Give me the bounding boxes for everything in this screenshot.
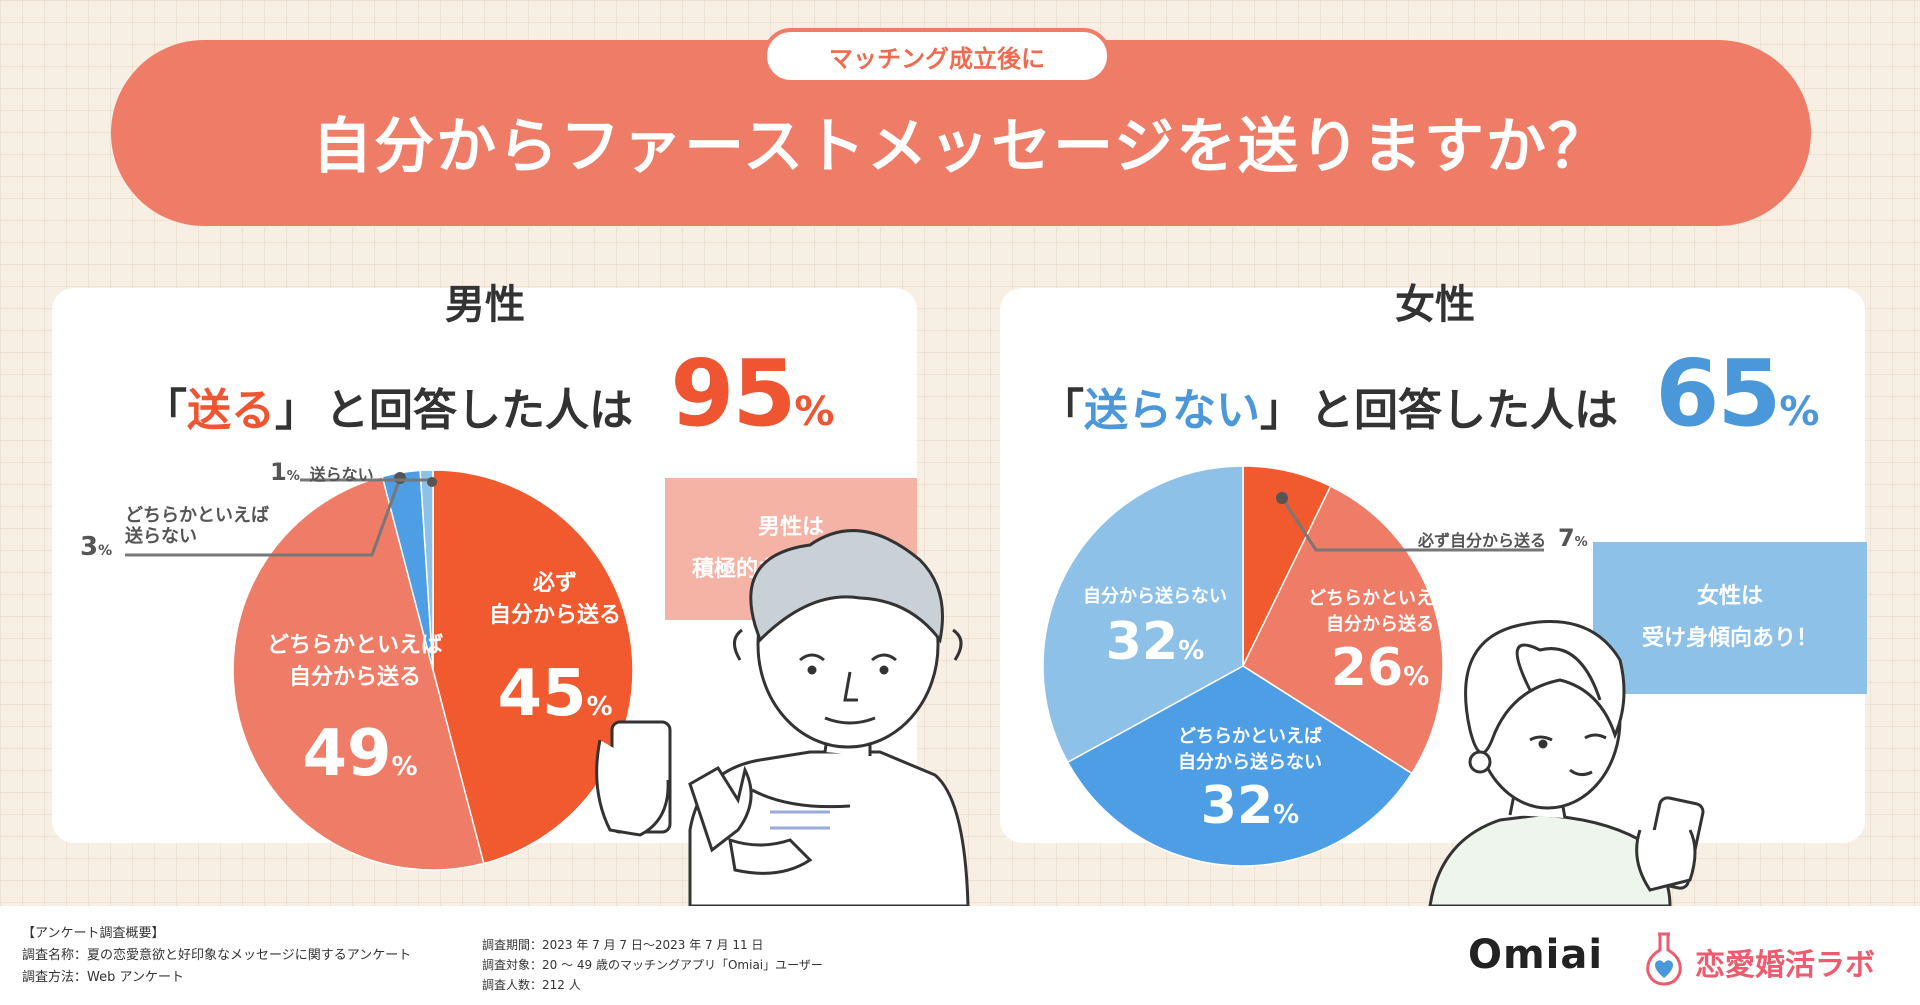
man-illustration	[595, 529, 970, 908]
men-key-word: 送る	[187, 385, 275, 436]
survey-name: 調査名称：夏の恋愛意欲と好印象なメッセージに関するアンケート	[22, 948, 412, 963]
label-line: 送らない	[125, 526, 197, 547]
unit: %	[1178, 636, 1205, 666]
label-line: どちらかといえば	[125, 505, 269, 526]
label-line: 必ず自分から送る	[1418, 531, 1547, 550]
men-value-always: 45%	[475, 660, 635, 728]
value: 7	[1557, 524, 1575, 552]
women-label-not-send: 自分から送らない	[1070, 584, 1240, 610]
men-leader-dot-1	[427, 477, 437, 487]
women-value-rather-not: 32%	[1180, 778, 1320, 834]
bracket: 」	[275, 385, 319, 436]
women-leader-dot-1	[1276, 492, 1288, 504]
pie-slice-1	[432, 469, 634, 865]
men-leader-line-3	[125, 477, 402, 557]
survey-method: 調査方法：Web アンケート	[22, 970, 184, 985]
women-pie-chart	[1042, 465, 1444, 867]
pie-slice-2	[232, 475, 485, 871]
label-line: どちらかといえば	[266, 633, 443, 658]
flask-heart-icon	[1646, 932, 1682, 986]
subtitle-pill: マッチング成立後に	[763, 28, 1111, 84]
pie-slice-4	[419, 469, 434, 671]
pie-slice-2	[1242, 485, 1444, 775]
unit: %	[1574, 535, 1588, 550]
unit: %	[98, 543, 113, 559]
main-title: 自分からファーストメッセージを送りますか？	[312, 112, 1610, 182]
women-note-line1: 女性は	[1696, 584, 1763, 609]
label-line: 自分から送らない	[1083, 586, 1227, 607]
unit: %	[286, 469, 300, 484]
label-line: 必ず	[532, 571, 577, 596]
value: 1	[270, 458, 287, 486]
bracket: 「	[143, 385, 187, 436]
survey-count: 調査人数：212 人	[482, 978, 581, 992]
pie-slice-3	[1066, 665, 1413, 867]
label-line: 自分から送らない	[1178, 752, 1322, 773]
bracket: 「	[1040, 385, 1084, 436]
value: 45	[497, 657, 587, 731]
men-phrase: と回答した人は	[325, 385, 633, 436]
women-phrase: と回答した人は	[1310, 385, 1618, 436]
pie-slice-4	[1042, 465, 1244, 764]
men-label-rather-not: どちらかといえば 送らない	[125, 505, 269, 547]
men-percent: 95	[670, 340, 796, 447]
men-percent-unit: %	[794, 389, 835, 435]
woman-illustration	[1428, 620, 1705, 908]
omiai-logo: Omiai	[1468, 932, 1604, 978]
label-line: どちらかといえば	[1178, 726, 1322, 747]
men-value-rather-not: 3%	[80, 532, 112, 562]
women-label-rather-send: どちらかといえば 自分から送る	[1290, 586, 1470, 638]
women-value-rather-send: 26%	[1310, 640, 1450, 696]
women-leader-line-1	[1280, 497, 1544, 552]
label-line: どちらかといえば	[1308, 588, 1452, 609]
men-headline: 「送る」 と回答した人は 95%	[143, 340, 834, 447]
label-line: 自分から送る	[488, 603, 621, 628]
survey-target: 調査対象：20 〜 49 歳のマッチングアプリ「Omiai」ユーザー	[482, 958, 823, 972]
men-note-line1: 男性は	[757, 515, 824, 540]
men-label-rather-send: どちらかといえば 自分から送る	[250, 630, 460, 694]
unit: %	[391, 752, 418, 782]
women-key-word: 送らない	[1084, 385, 1260, 436]
value: 3	[80, 532, 99, 562]
women-percent-unit: %	[1779, 389, 1820, 435]
women-note: 女性は 受け身傾向あり！	[1593, 542, 1867, 694]
men-pie-chart	[232, 469, 634, 871]
women-headline: 「送らない」 と回答した人は 65%	[1040, 340, 1819, 447]
survey-heading: 【アンケート調査概要】	[22, 926, 165, 941]
label-line: 自分から送る	[1326, 614, 1434, 635]
bracket: 」	[1260, 385, 1304, 436]
men-gender-label: 男性	[445, 282, 525, 328]
value: 26	[1330, 638, 1404, 698]
women-value-not-send: 32%	[1085, 614, 1225, 670]
survey-period: 調査期間：2023 年 7 月 7 日〜2023 年 7 月 11 日	[482, 938, 764, 952]
women-gender-label: 女性	[1395, 282, 1475, 328]
women-label-always: 必ず自分から送る 7%	[1418, 524, 1588, 552]
women-note-line2: 受け身傾向あり！	[1641, 626, 1818, 651]
men-leader-dot-3	[394, 472, 406, 484]
men-label-always: 必ず 自分から送る	[455, 568, 655, 632]
footer	[0, 906, 1920, 1005]
value: 32	[1105, 612, 1179, 672]
unit: %	[586, 692, 613, 722]
value: 32	[1200, 776, 1274, 836]
label-line: 送らない	[309, 465, 374, 484]
men-value-rather-send: 49%	[285, 720, 435, 788]
value: 49	[302, 717, 392, 791]
lab-logo: 恋愛婚活ラボ	[1695, 948, 1875, 983]
women-percent: 65	[1655, 340, 1781, 447]
men-value-not-send: 1% 送らない	[270, 458, 374, 486]
women-label-rather-not: どちらかといえば 自分から送らない	[1150, 724, 1350, 776]
unit: %	[1273, 800, 1300, 830]
unit: %	[1403, 662, 1430, 692]
label-line: 自分から送る	[288, 665, 421, 690]
